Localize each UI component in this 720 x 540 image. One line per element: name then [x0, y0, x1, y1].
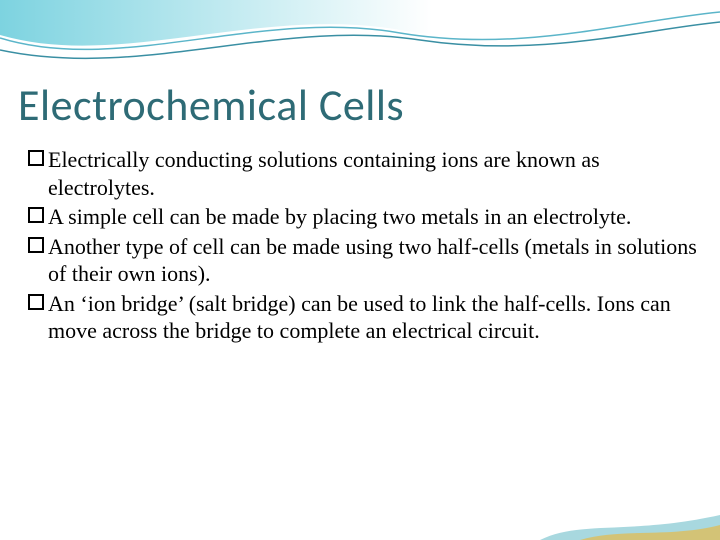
- bullet-text: An ‘ion bridge’ (salt bridge) can be use…: [48, 290, 702, 345]
- bullet-item: A simple cell can be made by placing two…: [28, 203, 702, 231]
- square-bullet-icon: [28, 207, 44, 223]
- square-bullet-icon: [28, 294, 44, 310]
- bullet-item: Another type of cell can be made using t…: [28, 233, 702, 288]
- bullet-text: Electrically conducting solutions contai…: [48, 146, 702, 201]
- square-bullet-icon: [28, 150, 44, 166]
- footer-wave-decoration: [540, 500, 720, 540]
- bullet-item: An ‘ion bridge’ (salt bridge) can be use…: [28, 290, 702, 345]
- slide-content: Electrochemical Cells Electrically condu…: [18, 78, 702, 347]
- bullet-list: Electrically conducting solutions contai…: [18, 146, 702, 345]
- slide-title: Electrochemical Cells: [18, 78, 702, 132]
- bullet-text: Another type of cell can be made using t…: [48, 233, 702, 288]
- header-wave-decoration: [0, 0, 720, 90]
- bullet-item: Electrically conducting solutions contai…: [28, 146, 702, 201]
- bullet-text: A simple cell can be made by placing two…: [48, 203, 702, 231]
- square-bullet-icon: [28, 237, 44, 253]
